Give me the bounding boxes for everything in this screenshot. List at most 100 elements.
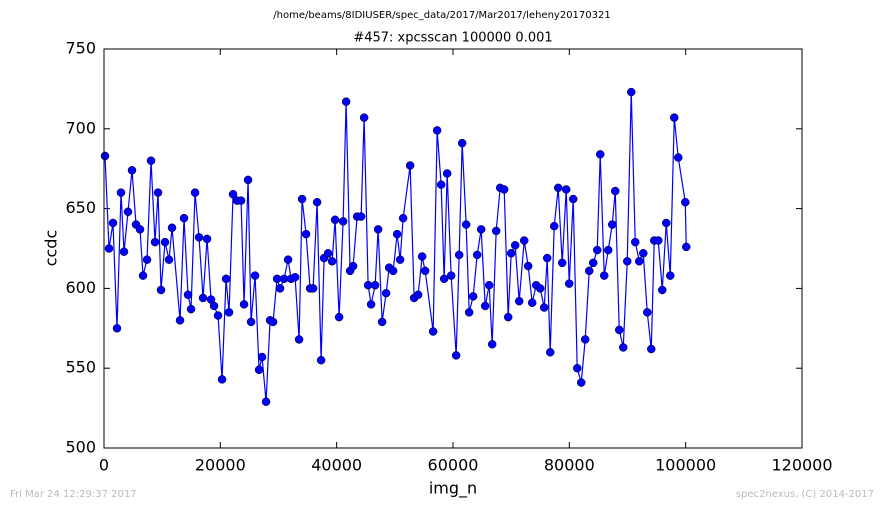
data-point xyxy=(221,274,231,284)
x-tick-label: 100000 xyxy=(655,456,716,475)
data-point xyxy=(503,312,513,322)
data-point xyxy=(634,257,644,266)
data-point xyxy=(588,258,598,268)
data-point xyxy=(377,317,387,327)
data-point xyxy=(549,221,559,231)
y-tick-label: 650 xyxy=(65,198,96,217)
data-point xyxy=(420,266,430,276)
data-point xyxy=(213,311,223,320)
data-point xyxy=(674,153,683,162)
x-axis-label: img_n xyxy=(429,479,477,499)
data-point xyxy=(607,220,617,229)
data-point xyxy=(236,196,246,205)
data-point xyxy=(553,183,563,193)
data-point xyxy=(413,290,423,300)
data-point xyxy=(561,185,571,194)
data-point xyxy=(243,175,253,185)
data-point xyxy=(135,225,145,234)
data-point xyxy=(442,169,452,178)
data-point xyxy=(568,194,578,204)
data-point xyxy=(472,250,482,260)
data-point xyxy=(622,257,632,266)
data-point xyxy=(584,266,594,276)
data-point xyxy=(373,225,383,234)
data-point xyxy=(330,215,340,225)
data-point xyxy=(334,312,344,322)
data-point xyxy=(395,255,405,264)
data-point xyxy=(194,233,204,242)
data-point xyxy=(405,161,415,170)
x-tick-label: 60000 xyxy=(428,456,479,475)
data-point xyxy=(681,197,690,207)
data-point xyxy=(487,340,497,349)
y-tick-label: 550 xyxy=(65,358,96,377)
data-point xyxy=(428,327,438,336)
data-point xyxy=(484,280,494,290)
data-point xyxy=(545,347,555,357)
data-point xyxy=(246,317,256,327)
x-tick-label: 80000 xyxy=(544,456,595,475)
data-point xyxy=(468,292,478,301)
suptitle: /home/beams/8IDIUSER/spec_data/2017/Mar2… xyxy=(273,10,610,21)
data-point xyxy=(461,220,471,229)
data-point xyxy=(257,352,267,362)
data-point xyxy=(356,212,366,221)
data-point xyxy=(595,150,605,159)
data-point xyxy=(464,308,474,317)
data-point xyxy=(398,213,408,223)
data-point xyxy=(308,284,318,293)
x-tick-label: 20000 xyxy=(195,456,246,475)
data-point xyxy=(202,234,212,244)
data-point xyxy=(160,237,170,247)
data-point xyxy=(179,213,189,223)
data-point xyxy=(338,217,348,226)
data-point xyxy=(451,351,461,360)
data-point xyxy=(599,271,609,280)
data-point xyxy=(491,226,501,236)
data-point xyxy=(146,156,156,165)
data-point xyxy=(142,255,152,264)
data-point xyxy=(592,245,602,255)
data-point xyxy=(576,378,586,387)
data-point xyxy=(127,166,137,175)
data-point xyxy=(506,249,516,258)
data-point xyxy=(446,271,456,280)
data-point xyxy=(283,255,293,264)
x-tick-label: 0 xyxy=(99,456,109,475)
data-point xyxy=(108,218,118,228)
data-point xyxy=(370,280,380,290)
data-point xyxy=(666,271,675,280)
data-point xyxy=(682,242,691,252)
data-point xyxy=(366,300,376,309)
data-point xyxy=(112,324,122,333)
data-point xyxy=(514,296,524,306)
data-point xyxy=(104,244,114,253)
data-point xyxy=(626,87,636,97)
data-point xyxy=(341,97,351,106)
data-point xyxy=(436,180,446,189)
data-point xyxy=(542,253,552,263)
data-point xyxy=(392,229,402,239)
data-point xyxy=(323,249,333,258)
data-point xyxy=(654,236,663,245)
x-tick-label: 120000 xyxy=(771,456,832,475)
data-point xyxy=(527,298,537,308)
credit: spec2nexus, (C) 2014-2017 xyxy=(736,489,874,500)
data-point xyxy=(217,375,227,384)
y-axis-label: ccdc xyxy=(42,230,61,267)
data-point xyxy=(454,250,464,260)
data-point xyxy=(297,194,307,204)
data-point xyxy=(268,317,278,327)
data-point xyxy=(138,271,148,280)
data-point xyxy=(175,316,185,325)
y-tick-label: 700 xyxy=(65,118,96,137)
data-point xyxy=(183,290,193,300)
data-point xyxy=(662,218,671,228)
data-point xyxy=(643,308,652,317)
data-point xyxy=(153,188,163,197)
data-point xyxy=(275,284,285,293)
data-point xyxy=(119,247,129,256)
data-point xyxy=(316,355,326,365)
data-point xyxy=(290,272,300,282)
